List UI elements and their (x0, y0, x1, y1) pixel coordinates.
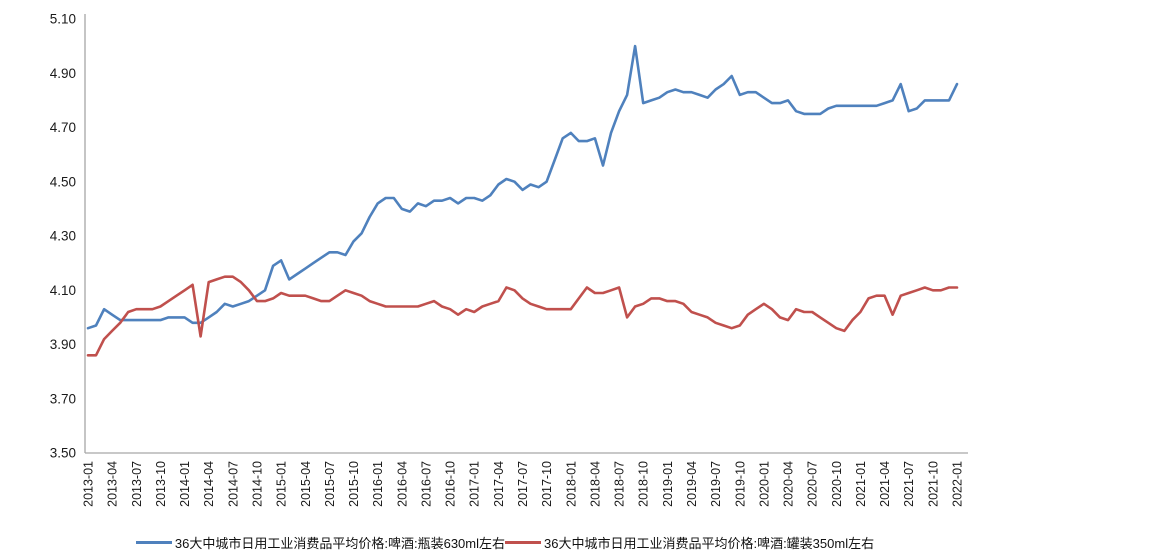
legend-item-canned-350ml: 36大中城市日用工业消费品平均价格:啤酒:罐装350ml左右 (505, 533, 874, 552)
y-tick-label: 3.90 (50, 337, 76, 352)
x-tick-label: 2020-04 (782, 461, 796, 507)
y-tick-label: 4.50 (50, 174, 76, 189)
x-tick-label: 2013-10 (154, 461, 168, 507)
y-tick-label: 4.70 (50, 120, 76, 135)
legend-line-sample-red (505, 541, 541, 544)
x-tick-label: 2021-10 (926, 461, 940, 507)
legend-label-canned-350ml: 36大中城市日用工业消费品平均价格:啤酒:罐装350ml左右 (544, 536, 875, 551)
chart-legend: 36大中城市日用工业消费品平均价格:啤酒:瓶装630ml左右 36大中城市日用工… (0, 533, 1010, 552)
x-tick-label: 2016-04 (395, 461, 409, 507)
legend-item-bottled-630ml: 36大中城市日用工业消费品平均价格:啤酒:瓶装630ml左右 (135, 533, 505, 552)
x-tick-label: 2013-04 (106, 461, 120, 507)
x-tick-label: 2018-10 (637, 461, 651, 507)
x-tick-label: 2016-01 (371, 461, 385, 507)
x-tick-label: 2018-04 (588, 461, 602, 507)
x-tick-label: 2020-10 (830, 461, 844, 507)
x-tick-label: 2014-10 (250, 461, 264, 507)
x-tick-label: 2015-01 (275, 461, 289, 507)
x-tick-label: 2018-01 (564, 461, 578, 507)
y-tick-label: 3.70 (50, 391, 76, 406)
x-tick-label: 2017-07 (516, 461, 530, 507)
x-tick-label: 2021-04 (878, 461, 892, 507)
x-tick-label: 2017-10 (540, 461, 554, 507)
y-tick-label: 4.90 (50, 66, 76, 81)
x-tick-label: 2015-10 (347, 461, 361, 507)
legend-label-bottled-630ml: 36大中城市日用工业消费品平均价格:啤酒:瓶装630ml左右 (174, 536, 505, 551)
x-tick-label: 2022-01 (951, 461, 965, 507)
x-tick-label: 2017-04 (492, 461, 506, 507)
x-tick-label: 2013-01 (82, 461, 96, 507)
y-tick-label: 3.50 (50, 446, 76, 461)
x-tick-label: 2013-07 (130, 461, 144, 507)
x-tick-label: 2016-07 (419, 461, 433, 507)
x-tick-label: 2017-01 (468, 461, 482, 507)
x-tick-label: 2020-01 (757, 461, 771, 507)
x-tick-label: 2019-10 (733, 461, 747, 507)
x-tick-label: 2014-07 (226, 461, 240, 507)
y-tick-label: 4.10 (50, 283, 76, 298)
x-tick-label: 2015-07 (323, 461, 337, 507)
series-line-bottled-630ml (86, 44, 959, 330)
y-tick-label: 5.10 (50, 12, 76, 27)
x-tick-label: 2014-01 (178, 461, 192, 507)
legend-line-sample-blue (135, 541, 172, 544)
x-tick-label: 2021-07 (902, 461, 916, 507)
x-tick-label: 2016-10 (444, 461, 458, 507)
x-tick-label: 2019-07 (709, 461, 723, 507)
x-tick-label: 2020-07 (806, 461, 820, 507)
series-line-canned-350ml (86, 275, 959, 357)
x-tick-label: 2019-04 (685, 461, 699, 507)
x-tick-label: 2018-07 (613, 461, 627, 507)
x-tick-label: 2015-04 (299, 461, 313, 507)
chart-canvas: 5.10 4.90 4.70 4.50 4.30 4.10 3.90 3.70 3.50 2013… (50, 12, 968, 507)
x-tick-label: 2019-01 (661, 461, 675, 507)
x-tick-label: 2021-01 (854, 461, 868, 507)
y-tick-label: 4.30 (50, 229, 76, 244)
x-tick-label: 2014-04 (202, 461, 216, 507)
